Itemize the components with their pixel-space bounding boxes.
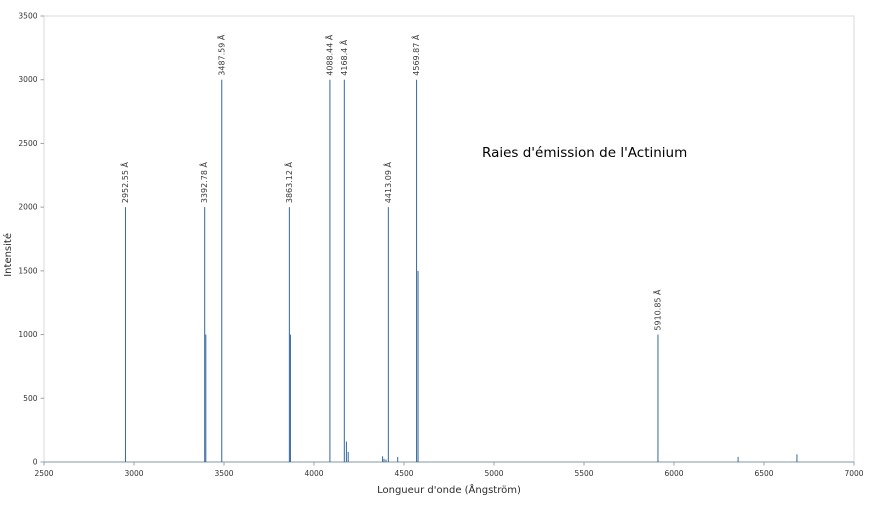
x-tick-label: 3500 — [214, 469, 233, 478]
x-tick-label: 7000 — [844, 469, 863, 478]
x-tick-label: 6000 — [664, 469, 683, 478]
emission-line-label: 4413.09 Å — [382, 162, 393, 204]
y-axis-label: Intensité — [3, 233, 14, 277]
y-tick-label: 3000 — [18, 75, 37, 84]
x-tick-label: 3000 — [124, 469, 143, 478]
x-tick-label: 5500 — [574, 469, 593, 478]
plot-border — [43, 15, 855, 463]
emission-line-label: 4569.87 Å — [410, 34, 421, 76]
y-tick-label: 500 — [23, 394, 38, 403]
emission-line-label: 2952.55 Å — [119, 162, 130, 204]
emission-line-label: 3487.59 Å — [215, 34, 226, 76]
y-tick-label: 2500 — [18, 139, 37, 148]
x-tick-label: 2500 — [34, 469, 53, 478]
x-tick-label: 5000 — [484, 469, 503, 478]
emission-line-label: 3392.78 Å — [198, 162, 209, 204]
emission-line-label: 5910.85 Å — [651, 289, 662, 331]
y-tick-label: 1000 — [18, 330, 37, 339]
y-tick-label: 2000 — [18, 203, 37, 212]
x-tick-label: 6500 — [754, 469, 773, 478]
x-axis-label: Longueur d'onde (Ångström) — [377, 485, 521, 496]
x-tick-label: 4500 — [394, 469, 413, 478]
y-tick-label: 0 — [33, 458, 38, 467]
x-tick-label: 4000 — [304, 469, 323, 478]
chart-title: Raies d'émission de l'Actinium — [482, 145, 688, 161]
emission-line-label: 4088.44 Å — [323, 34, 334, 76]
y-tick-label: 1500 — [18, 266, 37, 275]
emission-line-label: 3863.12 Å — [283, 162, 294, 204]
y-tick-label: 3500 — [18, 12, 37, 21]
emission-line-label: 4168.4 Å — [338, 39, 349, 76]
